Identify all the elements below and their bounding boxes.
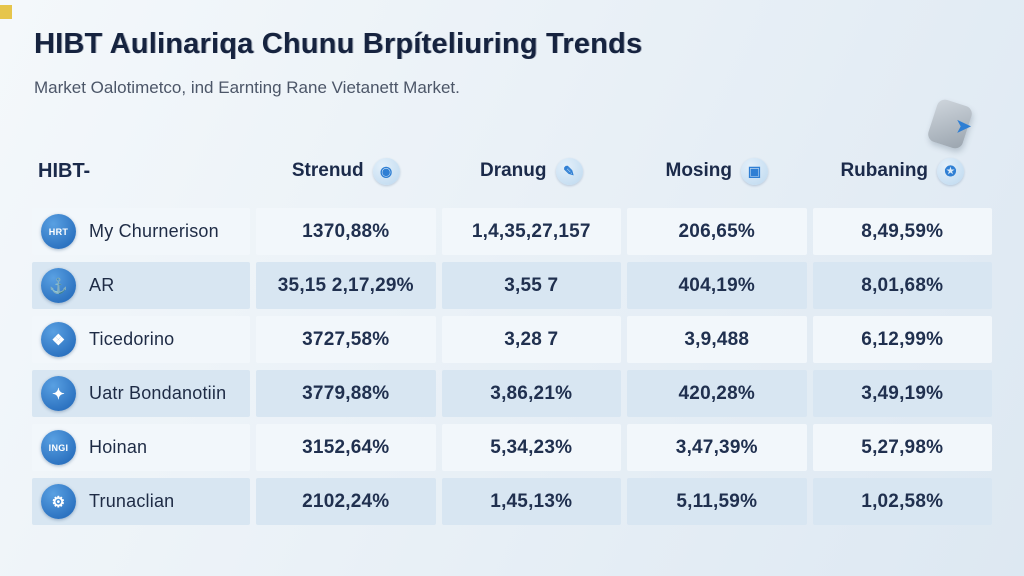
value-cell: 1370,88% (256, 208, 436, 255)
value-cell: 6,12,99% (812, 316, 992, 363)
monitor-icon: ▣ (741, 157, 768, 185)
value-cell: 3779,88% (256, 370, 436, 417)
value-cell: 404,19% (627, 262, 807, 309)
row-name-cell: ⚓ AR (32, 262, 250, 309)
row-name: My Churnerison (89, 221, 219, 241)
table-row: HRT My Churnerison 1370,88% 1,4,35,27,15… (32, 208, 992, 255)
page-subtitle: Market Oalotimetco, ind Earnting Rane Vi… (34, 78, 460, 97)
value-cell: 8,01,68% (812, 262, 992, 309)
row-name: AR (89, 275, 115, 295)
value-cell: 3,55 7 (441, 262, 621, 309)
row-name: Uatr Bondanotiin (89, 383, 227, 403)
column-label: Rubaning (840, 160, 929, 181)
value-cell: 35,15 2,17,29% (256, 262, 436, 309)
value-cell: 5,11,59% (627, 478, 807, 525)
table-row: ✦ Uatr Bondanotiin 3779,88% 3,86,21% 420… (32, 370, 992, 417)
row-name: Hoinan (89, 437, 148, 457)
value-cell: 3152,64% (256, 424, 436, 471)
corner-marker (0, 5, 12, 19)
globe-scatter-icon: ◉ (372, 157, 400, 185)
hrt-coin-icon: HRT (41, 214, 76, 249)
ship-icon: ⚓ (41, 268, 76, 303)
value-cell: 206,65% (627, 208, 807, 255)
column-label: Mosing (665, 160, 733, 181)
bell-icon: ✦ (41, 376, 76, 411)
pen-icon: ✎ (555, 157, 583, 185)
column-header-hibt: HIBT- (32, 160, 250, 183)
column-header-strenud: Strenud ◉ (256, 157, 436, 185)
row-name-cell: ❖ Ticedorino (32, 316, 250, 363)
table-row: ⚓ AR 35,15 2,17,29% 3,55 7 404,19% 8,01,… (32, 262, 992, 309)
value-cell: 3,49,19% (812, 370, 992, 417)
value-cell: 1,45,13% (441, 478, 621, 525)
page-title: HIBT Aulinariqa Chunu Brpíteliuring Tren… (34, 28, 643, 60)
column-header-mosing: Mosing ▣ (627, 157, 807, 185)
stats-table: HIBT- Strenud ◉ Dranug ✎ Mosing ▣ Rubani… (32, 150, 992, 532)
row-name: Trunaclian (89, 491, 175, 511)
column-label: Strenud (291, 160, 364, 181)
column-label: Dranug (480, 160, 547, 181)
cube-icon: ❖ (41, 322, 76, 357)
column-label: HIBT- (38, 159, 91, 182)
column-header-rubaning: Rubaning ✪ (813, 157, 993, 185)
row-name-cell: INGI Hoinan (32, 424, 250, 471)
value-cell: 3,9,488 (627, 316, 807, 363)
table-header-row: HIBT- Strenud ◉ Dranug ✎ Mosing ▣ Rubani… (32, 150, 992, 192)
arrow-icon: ➤ (956, 116, 972, 136)
column-header-dranug: Dranug ✎ (442, 157, 622, 185)
value-cell: 420,28% (627, 370, 807, 417)
table-row: ❖ Ticedorino 3727,58% 3,28 7 3,9,488 6,1… (32, 316, 992, 363)
value-cell: 3,86,21% (441, 370, 621, 417)
decorative-pencil-icon: ➤ (922, 96, 984, 158)
ingi-coin-icon: INGI (41, 430, 76, 465)
row-name: Ticedorino (89, 329, 175, 349)
value-cell: 8,49,59% (812, 208, 992, 255)
value-cell: 1,02,58% (812, 478, 992, 525)
value-cell: 1,4,35,27,157 (441, 208, 621, 255)
pencil-body-shape (926, 97, 974, 151)
value-cell: 5,34,23% (441, 424, 621, 471)
robot-icon: ⚙ (41, 484, 76, 519)
value-cell: 3727,58% (256, 316, 436, 363)
row-name-cell: ⚙ Trunaclian (32, 478, 250, 525)
table-row: ⚙ Trunaclian 2102,24% 1,45,13% 5,11,59% … (32, 478, 992, 525)
row-name-cell: HRT My Churnerison (32, 208, 250, 255)
value-cell: 3,28 7 (441, 316, 621, 363)
table-row: INGI Hoinan 3152,64% 5,34,23% 3,47,39% 5… (32, 424, 992, 471)
value-cell: 2102,24% (256, 478, 436, 525)
badge-gear-icon: ✪ (937, 157, 965, 185)
value-cell: 5,27,98% (812, 424, 992, 471)
value-cell: 3,47,39% (627, 424, 807, 471)
row-name-cell: ✦ Uatr Bondanotiin (32, 370, 250, 417)
